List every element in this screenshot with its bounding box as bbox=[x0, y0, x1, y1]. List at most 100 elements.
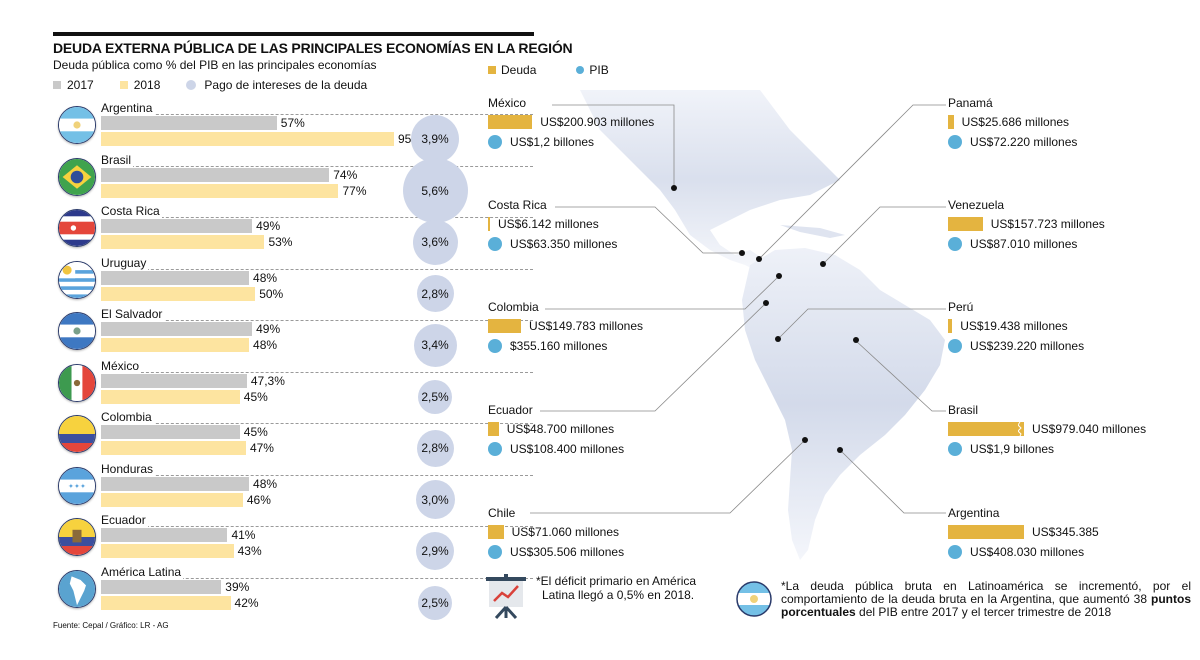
gdp-value: US$63.350 millones bbox=[510, 237, 618, 251]
note-text-pre: *La deuda pública bruta en Latinoamérica… bbox=[781, 579, 1191, 606]
debt-row: US$979.040 millones bbox=[948, 419, 1146, 439]
deficit-note-line2: Latina llegó a 0,5% en 2018. bbox=[542, 588, 695, 602]
title-rule bbox=[53, 32, 534, 36]
flag-icon bbox=[58, 415, 96, 453]
legend-swatch-interest bbox=[186, 80, 197, 90]
gdp-row: US$63.350 millones bbox=[488, 234, 617, 254]
debt-value: US$979.040 millones bbox=[1032, 422, 1147, 436]
interest-circle: 2,9% bbox=[416, 532, 454, 570]
page-subtitle: Deuda pública como % del PIB en las prin… bbox=[53, 58, 377, 72]
value-label-2017: 41% bbox=[231, 528, 256, 542]
map-country-venezuela: Venezuela US$157.723 millones US$87.010 … bbox=[948, 198, 1105, 254]
gdp-value: US$408.030 millones bbox=[970, 545, 1085, 559]
gdp-dot bbox=[488, 545, 502, 559]
legend-swatch-gdp bbox=[576, 66, 585, 74]
source-note: Fuente: Cepal / Gráfico: LR - AG bbox=[53, 621, 169, 630]
interest-label: 2,5% bbox=[421, 389, 449, 404]
country-name: Colombia bbox=[101, 410, 154, 424]
gdp-value: US$72.220 millones bbox=[970, 135, 1078, 149]
debt-row: US$48.700 millones bbox=[488, 419, 624, 439]
gdp-dot bbox=[488, 237, 502, 251]
connector-costa-rica bbox=[555, 206, 742, 254]
map-legend: Deuda PIB bbox=[488, 63, 609, 77]
row-divider bbox=[101, 526, 533, 527]
argentina-debt-note-text: *La deuda pública bruta en Latinoamérica… bbox=[781, 580, 1191, 619]
country-name: Ecuador bbox=[101, 513, 148, 527]
gdp-row: US$72.220 millones bbox=[948, 132, 1077, 152]
map-country-ecuador: Ecuador US$48.700 millones US$108.400 mi… bbox=[488, 403, 624, 459]
row-divider bbox=[101, 114, 533, 115]
country-name: Perú bbox=[948, 300, 974, 314]
bar-legend: 2017 2018 Pago de intereses de la deuda bbox=[53, 78, 393, 92]
gdp-row: US$87.010 millones bbox=[948, 234, 1105, 254]
bar-2018 bbox=[101, 595, 231, 610]
country-row: Colombia 45% 47% 2,8% bbox=[53, 410, 533, 467]
connector-ecuador bbox=[540, 302, 767, 412]
flag-icon bbox=[58, 260, 96, 299]
value-label-2017: 39% bbox=[225, 579, 250, 594]
country-name: Colombia bbox=[488, 300, 539, 314]
argentina-debt-note: *La deuda pública bruta en Latinoamérica… bbox=[735, 580, 1191, 619]
legend-item-2018: 2018 bbox=[119, 78, 160, 92]
gdp-dot bbox=[488, 442, 502, 456]
map-dot-peru bbox=[775, 336, 781, 342]
debt-row: US$25.686 millones bbox=[948, 112, 1077, 132]
legend-swatch-2018 bbox=[119, 81, 128, 89]
debt-value: US$345.385 bbox=[1032, 525, 1099, 539]
gdp-row: US$108.400 millones bbox=[488, 439, 624, 459]
value-label-2018: 48% bbox=[253, 338, 278, 352]
country-row: América Latina 39% 42% 2,5% bbox=[53, 564, 533, 620]
interest-circle: 3,0% bbox=[415, 480, 455, 519]
connector-colombia bbox=[545, 276, 779, 310]
bar-2018 bbox=[101, 338, 250, 352]
interest-circle: 2,8% bbox=[416, 275, 454, 312]
legend-swatch-2017 bbox=[53, 81, 61, 89]
interest-circle: 2,8% bbox=[416, 429, 454, 467]
debt-value: US$71.060 millones bbox=[511, 525, 620, 539]
connector-peru bbox=[777, 308, 946, 340]
map-country-mexico: México US$200.903 millones US$1,2 billon… bbox=[488, 96, 654, 152]
country-name: Costa Rica bbox=[488, 198, 547, 212]
country-name: Costa Rica bbox=[101, 204, 162, 218]
debt-value: US$48.700 millones bbox=[506, 422, 615, 436]
map-south-america bbox=[742, 248, 945, 560]
legend-item-2017: 2017 bbox=[53, 78, 94, 92]
map-country-brasil: Brasil US$979.040 millones US$1,9 billon… bbox=[948, 403, 1146, 459]
country-name: América Latina bbox=[101, 564, 184, 579]
map-north-america bbox=[580, 90, 840, 270]
interest-circle: 3,4% bbox=[413, 323, 457, 367]
connector-brasil bbox=[854, 339, 946, 412]
row-divider bbox=[101, 577, 533, 579]
gdp-dot bbox=[488, 135, 502, 149]
connector-mexico bbox=[552, 104, 675, 188]
debt-value: US$6.142 millones bbox=[498, 217, 599, 231]
bar-2017 bbox=[101, 373, 247, 388]
row-divider bbox=[101, 165, 533, 167]
debt-bar bbox=[948, 319, 953, 333]
country-name: Venezuela bbox=[948, 198, 1005, 212]
value-label-2017: 49% bbox=[256, 322, 281, 336]
flag-icon bbox=[58, 106, 96, 144]
value-label-2018: 53% bbox=[268, 235, 293, 249]
bar-2017 bbox=[101, 322, 253, 336]
map-country-peru: Perú US$19.438 millones US$239.220 millo… bbox=[948, 300, 1084, 356]
debt-bar bbox=[488, 422, 499, 436]
interest-label: 5,6% bbox=[421, 183, 449, 198]
interest-circle: 3,9% bbox=[411, 115, 459, 163]
page-title: DEUDA EXTERNA PÚBLICA DE LAS PRINCIPALES… bbox=[53, 40, 573, 56]
gdp-value: US$1,2 billones bbox=[510, 135, 595, 149]
gdp-value: US$305.506 millones bbox=[510, 545, 625, 559]
legend-label-2017: 2017 bbox=[67, 78, 94, 92]
legend-label-gdp: PIB bbox=[589, 63, 609, 77]
debt-value: US$200.903 millones bbox=[540, 115, 655, 129]
flag-icon: ✦✦✦ bbox=[58, 466, 96, 505]
interest-circle: 3,6% bbox=[412, 219, 458, 265]
map-dot-argentina bbox=[837, 447, 843, 453]
gdp-value: US$239.220 millones bbox=[970, 339, 1085, 353]
deficit-note-line1: *El déficit primario en América bbox=[536, 574, 697, 588]
bar-2017 bbox=[101, 167, 330, 182]
country-row: Uruguay 48% 50% 2,8% bbox=[53, 255, 533, 312]
legend-label-debt: Deuda bbox=[501, 63, 537, 77]
value-label-2017: 57% bbox=[280, 116, 305, 130]
